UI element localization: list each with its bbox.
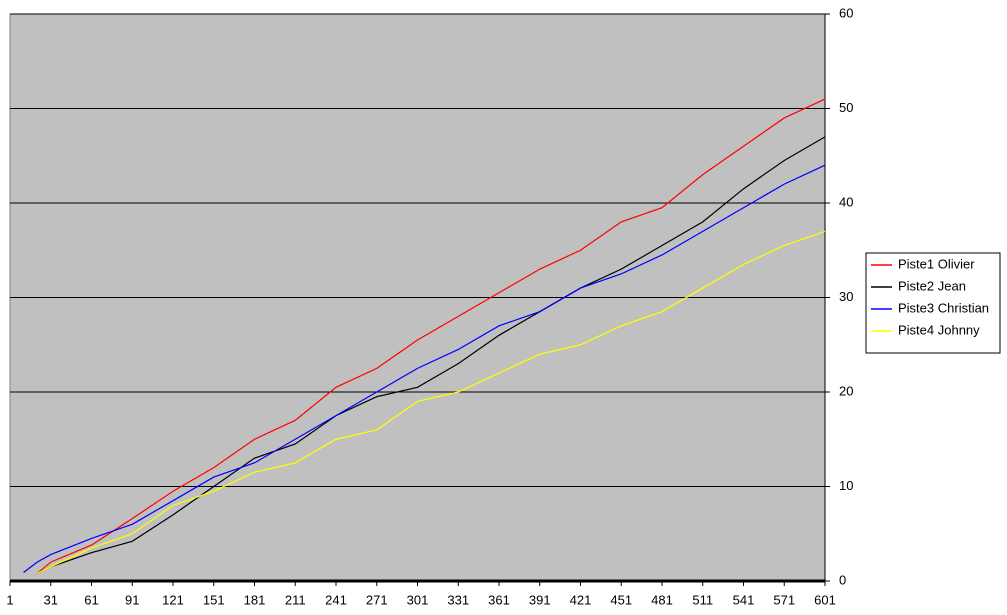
x-tick-label: 331 bbox=[447, 592, 469, 607]
x-tick-label: 301 bbox=[407, 592, 429, 607]
legend-label: Piste3 Christian bbox=[898, 300, 989, 315]
x-tick-label: 481 bbox=[651, 592, 673, 607]
x-tick-label: 601 bbox=[814, 592, 836, 607]
x-tick-label: 511 bbox=[692, 592, 713, 607]
legend-label: Piste2 Jean bbox=[898, 278, 966, 293]
legend-box bbox=[865, 252, 1001, 354]
x-tick-label: 451 bbox=[610, 592, 632, 607]
y-tick-label: 0 bbox=[839, 572, 846, 587]
legend-label: Piste4 Johnny bbox=[898, 322, 980, 337]
x-tick-label: 541 bbox=[733, 592, 755, 607]
y-tick-label: 10 bbox=[839, 478, 853, 493]
x-tick-label: 361 bbox=[488, 592, 510, 607]
x-tick-label: 271 bbox=[366, 592, 388, 607]
series-line bbox=[36, 98, 826, 574]
x-tick-label: 91 bbox=[125, 592, 139, 607]
x-tick-label: 31 bbox=[44, 592, 58, 607]
x-tick-label: 421 bbox=[570, 592, 592, 607]
y-tick-label: 30 bbox=[839, 289, 853, 304]
series-line bbox=[36, 230, 826, 574]
x-tick-label: 211 bbox=[285, 592, 306, 607]
x-tick-label: 181 bbox=[244, 592, 266, 607]
x-tick-label: 241 bbox=[325, 592, 347, 607]
legend-label: Piste1 Olivier bbox=[898, 256, 975, 271]
x-tick-label: 391 bbox=[529, 592, 551, 607]
x-tick-label: 1 bbox=[6, 592, 13, 607]
x-tick-label: 571 bbox=[773, 592, 795, 607]
series-line bbox=[36, 136, 826, 574]
y-tick-label: 40 bbox=[839, 194, 853, 209]
x-tick-label: 61 bbox=[84, 592, 98, 607]
y-tick-label: 60 bbox=[839, 5, 853, 20]
y-tick-label: 50 bbox=[839, 100, 853, 115]
series-line bbox=[23, 164, 826, 573]
y-tick-label: 20 bbox=[839, 383, 853, 398]
x-tick-label: 121 bbox=[162, 592, 184, 607]
x-tick-label: 151 bbox=[203, 592, 225, 607]
